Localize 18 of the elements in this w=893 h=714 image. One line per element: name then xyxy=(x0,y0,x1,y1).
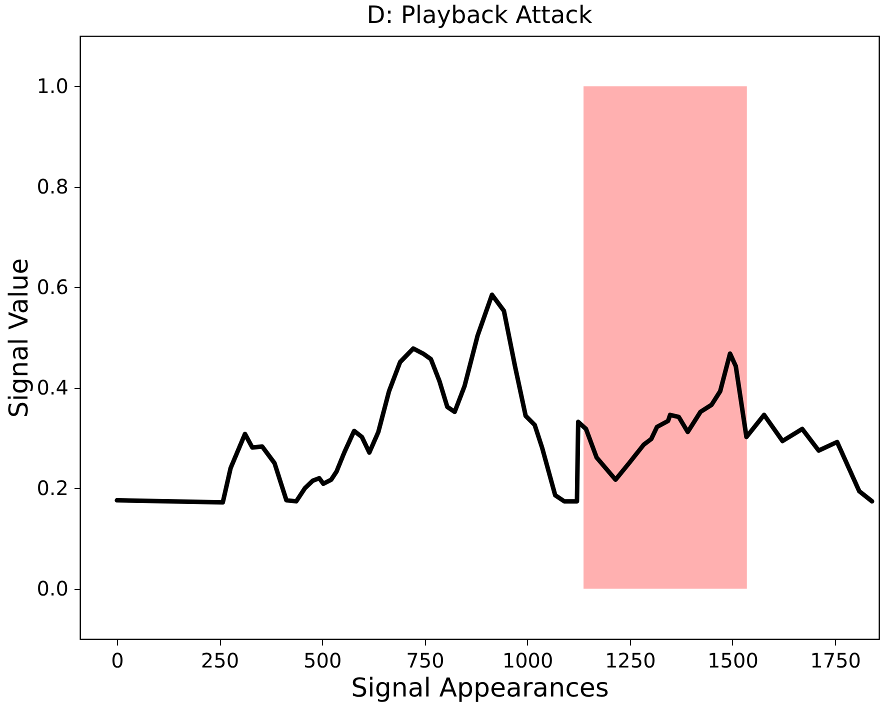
x-tick-label: 0 xyxy=(111,648,124,672)
y-tick-label: 0.0 xyxy=(36,576,68,600)
y-axis-title: Signal Value xyxy=(4,258,35,418)
y-tick-label: 0.2 xyxy=(36,476,68,500)
x-tick-label: 1500 xyxy=(708,648,758,672)
x-tick-label: 750 xyxy=(406,648,444,672)
x-tick-label: 500 xyxy=(304,648,342,672)
y-tick-label: 1.0 xyxy=(36,74,68,98)
y-tick-label: 0.8 xyxy=(36,174,68,198)
line-series xyxy=(114,292,874,505)
x-axis-title: Signal Appearances xyxy=(351,674,609,704)
chart-title: D: Playback Attack xyxy=(366,1,592,29)
x-tick-label: 1750 xyxy=(810,648,862,672)
y-tick-label: 0.6 xyxy=(36,274,68,299)
x-tick-label: 250 xyxy=(200,648,240,672)
y-tick-label: 0.4 xyxy=(36,375,68,400)
x-tick-label: 1250 xyxy=(604,648,656,672)
x-tick-label: 1000 xyxy=(502,648,554,672)
